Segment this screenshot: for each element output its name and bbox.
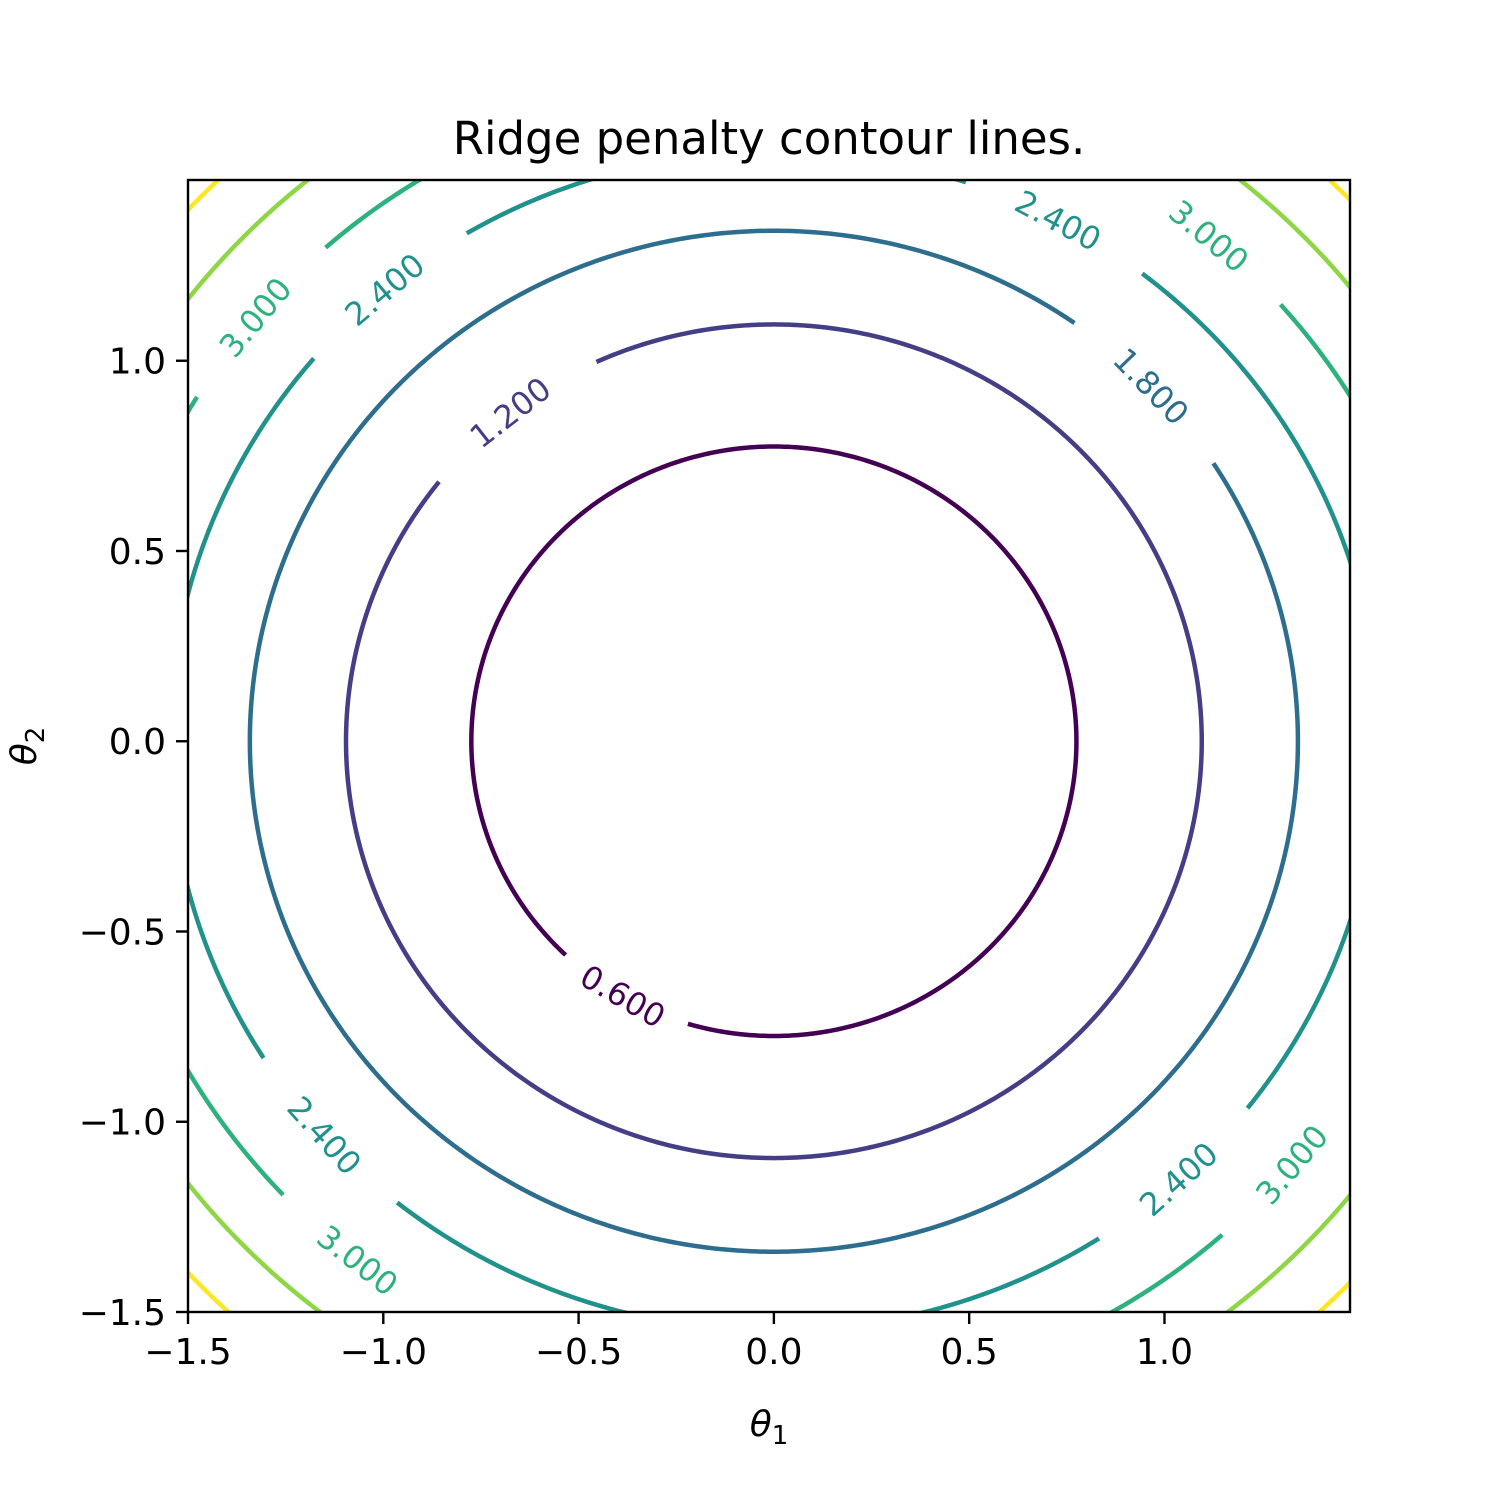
x-tick-label: −0.5 <box>535 1332 622 1373</box>
y-tick-label: 0.0 <box>109 722 166 763</box>
y-axis-label: θ2 <box>4 727 51 766</box>
x-tick-label: −1.0 <box>340 1332 427 1373</box>
contour-line-level-3 <box>188 180 1350 1312</box>
x-tick-label: 0.0 <box>745 1332 802 1373</box>
contour-line-level-2.4 <box>188 180 1350 1312</box>
y-axis: −1.5 −1.0 −0.5 0.0 0.5 1.0 <box>79 342 188 1334</box>
contour-label: 3.000 <box>1161 192 1256 280</box>
y-tick-label: −1.0 <box>79 1103 166 1144</box>
contour-line-level-3.6 <box>188 180 1350 1312</box>
contour-label: 1.200 <box>463 370 559 456</box>
y-tick-label: 1.0 <box>109 342 166 383</box>
contour-label: 3.000 <box>1248 1118 1336 1213</box>
contour-label: 2.400 <box>1132 1135 1226 1225</box>
contour-label: 1.800 <box>1105 340 1196 432</box>
x-axis-label-subscript: 1 <box>772 1421 789 1451</box>
plot-frame <box>186 178 1352 1314</box>
x-axis-label: θ1 <box>750 1404 789 1451</box>
x-tick-label: −1.5 <box>144 1332 231 1373</box>
y-tick-label: −0.5 <box>79 912 166 953</box>
contour-label: 2.400 <box>338 246 433 334</box>
chart-title: Ridge penalty contour lines. <box>453 112 1086 165</box>
y-axis-label-subscript: 2 <box>21 727 51 744</box>
y-tick-label: 0.5 <box>109 532 166 573</box>
contour-label: 3.000 <box>310 1217 406 1303</box>
y-tick-label: −1.5 <box>79 1293 166 1334</box>
contour-label: 2.400 <box>279 1089 369 1183</box>
contour-line-level-1.2 <box>343 322 1204 1161</box>
contour-label: 3.000 <box>212 270 300 365</box>
x-tick-label: 0.5 <box>941 1332 998 1373</box>
contour-line-level-0.6 <box>469 444 1079 1039</box>
contour-line-level-1.8 <box>247 228 1301 1254</box>
x-axis: −1.5 −1.0 −0.5 0.0 0.5 1.0 <box>144 1312 1193 1373</box>
contour-label: 0.600 <box>573 957 671 1036</box>
contour-label: 2.400 <box>1009 183 1108 260</box>
x-tick-label: 1.0 <box>1136 1332 1193 1373</box>
